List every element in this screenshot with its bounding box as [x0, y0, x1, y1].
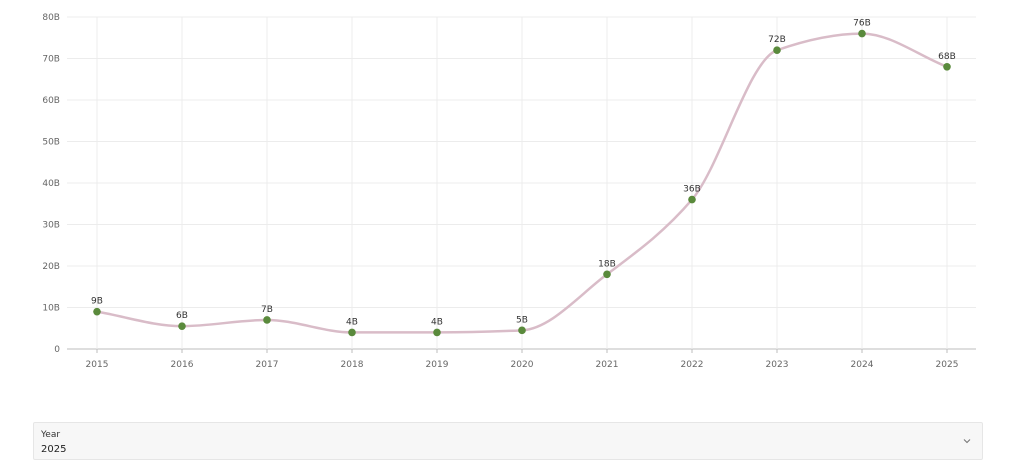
y-tick-label: 70B	[42, 55, 60, 65]
x-tick-label: 2022	[681, 360, 704, 370]
data-point	[178, 322, 186, 330]
data-label: 5B	[516, 315, 528, 325]
x-tick-label: 2018	[341, 360, 364, 370]
x-tick-label: 2025	[936, 360, 959, 370]
y-axis: 0 10B 20B 30B 40B 50B 60B 70B 80B	[42, 13, 60, 355]
data-point	[858, 29, 866, 38]
data-point	[93, 307, 101, 316]
y-tick-label: 40B	[42, 179, 60, 189]
data-label: 6B	[176, 311, 188, 321]
data-point	[603, 270, 611, 279]
data-point	[688, 195, 696, 204]
y-tick-label: 0	[54, 345, 60, 355]
y-tick-label: 60B	[42, 96, 60, 106]
x-axis: 2015 2016 2017 2018 2019 2020 2021 2022 2023 2024…	[86, 349, 959, 370]
y-tick-label: 20B	[42, 262, 60, 272]
data-label: 76B	[853, 19, 871, 29]
data-point	[773, 46, 781, 54]
data-point	[518, 326, 526, 335]
data-label: 72B	[768, 35, 786, 45]
x-tick-label: 2021	[596, 360, 619, 370]
x-tick-label: 2016	[171, 360, 194, 370]
data-point	[263, 316, 271, 324]
data-label: 36B	[683, 185, 701, 195]
data-label: 18B	[598, 259, 616, 269]
x-tick-label: 2017	[256, 360, 279, 370]
x-tick-label: 2020	[511, 360, 534, 370]
data-label: 7B	[261, 305, 273, 315]
data-point	[433, 328, 441, 337]
year-select-label: Year	[41, 430, 61, 440]
y-tick-label: 30B	[42, 221, 60, 231]
x-tick-label: 2015	[86, 360, 109, 370]
x-tick-label: 2019	[426, 360, 449, 370]
x-tick-label: 2024	[851, 360, 874, 370]
data-label: 68B	[938, 52, 956, 62]
data-label: 4B	[431, 317, 443, 327]
data-label: 9B	[91, 297, 103, 307]
year-select[interactable]: Year 2025	[33, 422, 983, 460]
data-points: 9B 6B 7B 4B 4B 5B 18B 36B 72B 76B 68B	[91, 19, 956, 337]
year-select-value: 2025	[41, 444, 67, 455]
chevron-down-icon	[963, 439, 971, 444]
y-tick-label: 10B	[42, 304, 60, 314]
data-point	[943, 63, 951, 71]
y-tick-label: 80B	[42, 13, 60, 23]
data-label: 4B	[346, 317, 358, 327]
x-tick-label: 2023	[766, 360, 789, 370]
data-point	[348, 328, 356, 337]
series-line	[96, 32, 948, 334]
y-tick-label: 50B	[42, 138, 60, 148]
grid	[67, 16, 976, 350]
